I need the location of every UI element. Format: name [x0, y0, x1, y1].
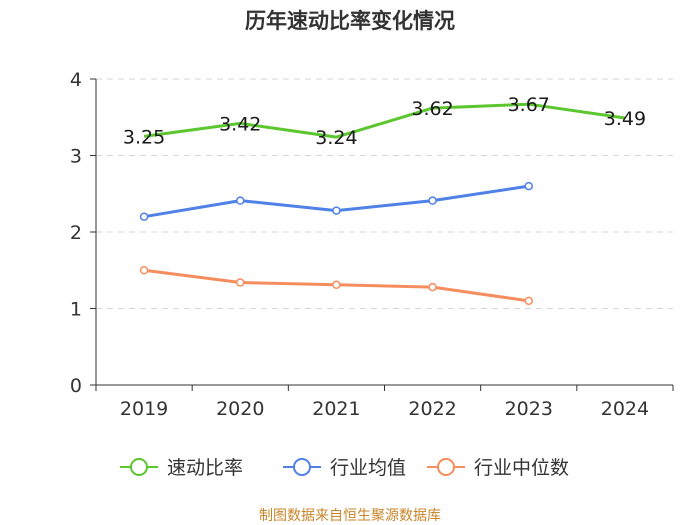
- legend-label: 行业均值: [330, 457, 406, 479]
- series-point-2: [332, 280, 341, 290]
- y-tick-label: 3: [70, 146, 82, 168]
- series-point-2: [139, 266, 149, 275]
- series-group: [139, 102, 626, 306]
- y-tick-label: 4: [70, 69, 82, 91]
- legend-swatch-marker: [293, 458, 311, 476]
- data-label: 3.25: [123, 126, 165, 148]
- legend-item-0[interactable]: 速动比率: [120, 457, 243, 479]
- series-point-2: [236, 278, 245, 287]
- series-line-0: [143, 102, 626, 139]
- series-point-2: [428, 282, 437, 292]
- data-label: 3.49: [604, 108, 646, 130]
- legend-swatch-marker: [130, 458, 148, 476]
- series-point-1: [139, 212, 149, 221]
- y-tick-label: 1: [70, 299, 82, 321]
- series-point-1: [236, 196, 245, 205]
- x-tick-label: 2019: [120, 398, 168, 420]
- legend-label: 行业中位数: [474, 457, 569, 479]
- legend-item-1[interactable]: 行业均值: [283, 457, 406, 479]
- legend-item-2[interactable]: 行业中位数: [427, 457, 569, 479]
- y-tick-label: 0: [70, 375, 82, 397]
- x-tick-label: 2022: [408, 398, 456, 420]
- data-label: 3.67: [508, 94, 550, 116]
- data-label: 3.42: [219, 113, 261, 135]
- x-tick-label: 2021: [312, 398, 360, 420]
- x-tick-label: 2024: [601, 398, 649, 420]
- x-tick-label: 2023: [505, 398, 553, 420]
- series-point-1: [524, 181, 533, 191]
- chart-title: 历年速动比率变化情况: [245, 9, 455, 33]
- grid-lines: [96, 78, 673, 309]
- legend-label: 速动比率: [167, 457, 243, 479]
- series-point-2: [524, 296, 533, 306]
- y-tick-label: 2: [70, 222, 82, 244]
- axes: 0 1 2 3 4 2019 2020 2021 2022 2023 2024: [70, 69, 674, 420]
- series-point-1: [428, 196, 437, 205]
- data-label: 3.62: [411, 98, 453, 120]
- legend[interactable]: 速动比率 行业均值 行业中位数: [120, 457, 569, 479]
- series-point-1: [332, 206, 341, 215]
- data-labels: 3.25 3.42 3.24 3.62 3.67 3.49: [123, 94, 646, 149]
- data-label: 3.24: [315, 127, 357, 149]
- x-tick-label: 2020: [216, 398, 264, 420]
- source-note: 制图数据来自恒生聚源数据库: [259, 508, 441, 524]
- legend-swatch-marker: [437, 458, 455, 476]
